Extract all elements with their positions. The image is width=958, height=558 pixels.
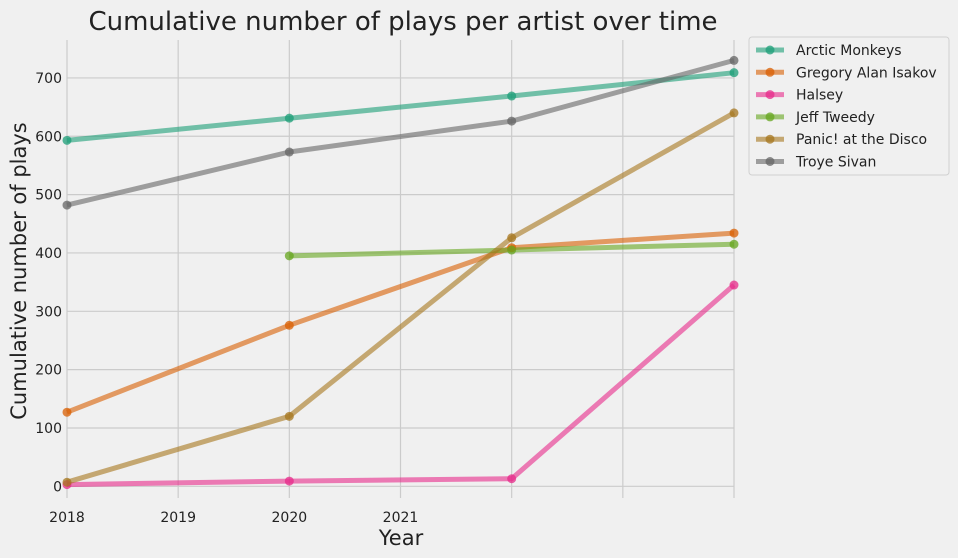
legend-marker [765, 90, 775, 100]
y-tick-label: 200 [35, 363, 62, 379]
y-tick-label: 600 [35, 129, 62, 145]
y-tick-label: 300 [35, 304, 62, 320]
legend-entry: Jeff Tweedy [795, 110, 875, 126]
y-tick-label: 100 [35, 421, 62, 437]
x-axis-label: Year [378, 526, 424, 550]
data-point [284, 320, 294, 330]
legend-entry: Halsey [796, 88, 843, 104]
y-axis-label: Cumulative number of plays [7, 122, 31, 420]
y-tick-label: 400 [35, 246, 62, 262]
x-tick-label: 2019 [160, 510, 196, 526]
data-point [284, 476, 294, 486]
y-tick-label: 500 [35, 188, 62, 204]
legend-marker [765, 67, 775, 77]
legend-marker [765, 157, 775, 166]
data-point [284, 113, 294, 123]
data-point [62, 200, 72, 210]
data-point [729, 239, 739, 249]
data-point [507, 91, 517, 101]
data-point [729, 280, 739, 290]
data-point [284, 251, 294, 261]
data-point [284, 147, 294, 157]
data-point [729, 68, 739, 78]
data-point [62, 477, 72, 487]
legend-entry: Panic! at the Disco [796, 132, 927, 148]
legend-entry: Gregory Alan Isakov [796, 65, 937, 81]
data-point [284, 411, 294, 421]
x-tick-label: 2018 [49, 510, 85, 526]
data-point [729, 108, 739, 118]
data-point [507, 474, 517, 484]
legend-entry: Arctic Monkeys [796, 43, 902, 59]
series-line [66, 70, 735, 143]
data-point [507, 245, 517, 255]
series-line [66, 230, 735, 415]
x-axis: 2018 2019 2020 2021 [49, 510, 418, 526]
data-point [507, 116, 517, 126]
legend-marker [765, 45, 775, 55]
x-tick-label: 2020 [272, 510, 308, 526]
series-lines [66, 57, 736, 488]
series-line [66, 283, 736, 488]
x-tick-label: 2021 [383, 510, 419, 526]
legend: Arctic Monkeys Gregory Alan Isakov Halsey J… [748, 36, 950, 176]
data-point [729, 228, 739, 238]
legend-marker [765, 112, 775, 122]
data-point [62, 407, 72, 417]
data-point [507, 233, 517, 243]
chart-title: Cumulative number of plays per artist ov… [88, 7, 717, 37]
y-tick-label: 0 [53, 479, 62, 495]
plot-area [62, 40, 739, 498]
data-point [62, 135, 72, 145]
legend-entry: Troye Sivan [795, 155, 876, 171]
legend-frame [748, 36, 950, 176]
y-tick-label: 700 [35, 71, 62, 87]
series-line [66, 110, 736, 485]
y-axis: 0 100 200 300 400 500 600 700 [35, 71, 62, 495]
series-line [66, 57, 735, 208]
legend-marker [765, 134, 775, 144]
data-point [729, 55, 739, 65]
series-points [62, 55, 739, 490]
